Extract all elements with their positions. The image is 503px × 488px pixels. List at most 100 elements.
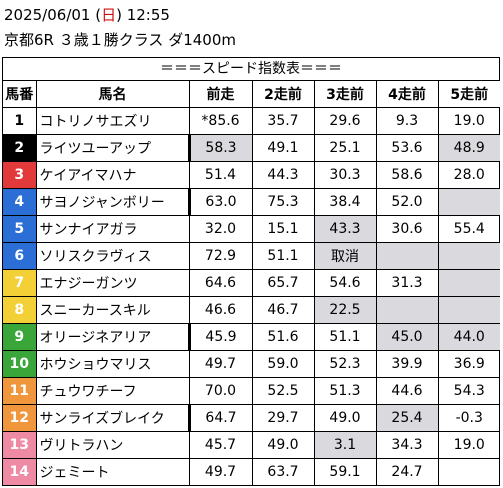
horse-name: サンナイアガラ: [35, 215, 190, 243]
speed-index-cell: *85.6: [188, 107, 253, 135]
table-row: 6 ソリスクラヴィス 72.9 51.1 取消: [3, 242, 500, 270]
speed-index-cell: 63.7: [251, 458, 315, 486]
speed-index-cell: [375, 296, 439, 324]
speed-index-cell: -0.3: [437, 404, 500, 432]
col-header: 4走前: [375, 81, 439, 108]
horse-name: チュウワチーフ: [35, 377, 190, 405]
speed-index-cell: [437, 269, 500, 297]
col-header: 3走前: [313, 81, 377, 108]
speed-index-cell: 59.0: [251, 350, 315, 378]
col-header: 馬名: [35, 81, 190, 108]
speed-index-cell: 51.1: [251, 242, 315, 270]
horse-number: 5: [3, 215, 37, 243]
speed-index-cell: 51.6: [251, 323, 315, 351]
horse-number: 13: [3, 431, 37, 459]
table-row: 12 サンライズブレイク 64.7 29.7 49.0 25.4 -0.3: [3, 404, 500, 432]
speed-index-cell: 54.6: [313, 269, 377, 297]
speed-index-cell: 75.3: [251, 188, 315, 216]
speed-index-cell: 36.9: [437, 350, 500, 378]
table-row: 14 ジェミート 49.7 63.7 59.1 24.7: [3, 458, 500, 486]
speed-index-cell: 19.0: [437, 107, 500, 135]
speed-index-cell: 51.3: [313, 377, 377, 405]
col-header: 馬番: [3, 81, 37, 108]
table-row: 5 サンナイアガラ 32.0 15.1 43.3 30.6 55.4: [3, 215, 500, 243]
speed-index-cell: 43.3: [313, 215, 377, 243]
table-header-row: 馬番 馬名 前走 2走前 3走前 4走前 5走前: [3, 81, 500, 108]
horse-name: ヴリトラハン: [35, 431, 190, 459]
speed-index-cell: 45.0: [375, 323, 439, 351]
speed-index-cell: 44.6: [375, 377, 439, 405]
race-datetime: 2025/06/01 (日) 12:55: [4, 5, 170, 25]
horse-name: エナジーガンツ: [35, 269, 190, 297]
horse-number: 10: [3, 350, 37, 378]
speed-index-cell: 35.7: [251, 107, 315, 135]
speed-index-cell: [375, 242, 439, 270]
speed-index-cell: 49.7: [188, 350, 253, 378]
horse-name: ケイアイマハナ: [35, 161, 190, 189]
speed-index-cell: 44.0: [437, 323, 500, 351]
speed-index-cell: 22.5: [313, 296, 377, 324]
horse-name: スニーカースキル: [35, 296, 190, 324]
speed-index-cell: 31.3: [375, 269, 439, 297]
speed-index-cell: 46.7: [251, 296, 315, 324]
horse-name: ソリスクラヴィス: [35, 242, 190, 270]
speed-index-cell: 29.7: [251, 404, 315, 432]
col-header: 5走前: [437, 81, 500, 108]
speed-index-cell: 45.7: [188, 431, 253, 459]
speed-index-cell: 44.3: [251, 161, 315, 189]
table-row: 7 エナジーガンツ 64.6 65.7 54.6 31.3: [3, 269, 500, 297]
table-row: 13 ヴリトラハン 45.7 49.0 3.1 34.3 19.0: [3, 431, 500, 459]
datetime-suffix: ) 12:55: [116, 6, 170, 24]
speed-index-cell: 15.1: [251, 215, 315, 243]
table-title: ＝＝＝スピード指数表＝＝＝: [3, 58, 499, 81]
speed-index-cell: 52.5: [251, 377, 315, 405]
speed-index-cell: 64.7: [188, 404, 253, 432]
speed-index-cell: 39.9: [375, 350, 439, 378]
speed-index-cell: 9.3: [375, 107, 439, 135]
speed-index-cell: 49.0: [313, 404, 377, 432]
table-row: 8 スニーカースキル 46.6 46.7 22.5: [3, 296, 500, 324]
speed-index-cell: 70.0: [188, 377, 253, 405]
table-body: 1 コトリノサエズリ *85.6 35.7 29.6 9.3 19.0 2 ライツユーアップ 58…: [3, 107, 500, 486]
horse-name: サンライズブレイク: [35, 404, 191, 432]
speed-index-cell: 46.6: [188, 296, 253, 324]
table-row: 10 ホウショウマリス 49.7 59.0 52.3 39.9 36.9: [3, 350, 500, 378]
speed-index-cell: 49.0: [251, 431, 315, 459]
col-header: 前走: [188, 81, 253, 108]
speed-index-cell: 48.9: [437, 134, 500, 162]
speed-index-cell: 52.0: [375, 188, 439, 216]
speed-index-cell: 38.4: [313, 188, 377, 216]
speed-index-cell: 59.1: [313, 458, 377, 486]
speed-index-cell: 49.7: [188, 458, 253, 486]
speed-index-cell: 51.4: [188, 161, 253, 189]
table-row: 1 コトリノサエズリ *85.6 35.7 29.6 9.3 19.0: [3, 107, 500, 135]
speed-index-cell: 52.3: [313, 350, 377, 378]
speed-index-cell: [437, 242, 500, 270]
speed-index-cell: [437, 188, 500, 216]
header: 2025/06/01 (日) 12:55 京都6R ３歳１勝クラス ダ1400m: [0, 0, 503, 56]
speed-index-cell: 63.0: [188, 188, 253, 216]
datetime-prefix: 2025/06/01 (: [4, 6, 102, 24]
horse-number: 11: [3, 377, 37, 405]
horse-number: 4: [3, 188, 37, 216]
speed-index-cell: 25.4: [375, 404, 439, 432]
horse-number: 1: [3, 107, 37, 135]
speed-index-cell: 54.3: [437, 377, 500, 405]
horse-name: サヨノジャンボリー: [35, 188, 191, 216]
speed-index-cell: 28.0: [437, 161, 500, 189]
speed-index-cell: 64.6: [188, 269, 253, 297]
speed-index-cell: 45.9: [188, 323, 253, 351]
speed-index-cell: 58.6: [375, 161, 439, 189]
speed-index-cell: 30.6: [375, 215, 439, 243]
horse-number: 14: [3, 458, 37, 486]
race-info: 京都6R ３歳１勝クラス ダ1400m: [4, 31, 236, 49]
speed-index-cell: 30.3: [313, 161, 377, 189]
speed-index-cell: 53.6: [375, 134, 439, 162]
speed-index-cell: 32.0: [188, 215, 253, 243]
speed-index-cell: 19.0: [437, 431, 500, 459]
speed-index-cell: [437, 458, 500, 486]
horse-number: 12: [3, 404, 37, 432]
horse-name: ライツユーアップ: [35, 134, 191, 162]
speed-index-cell: 72.9: [188, 242, 253, 270]
horse-number: 6: [3, 242, 37, 270]
